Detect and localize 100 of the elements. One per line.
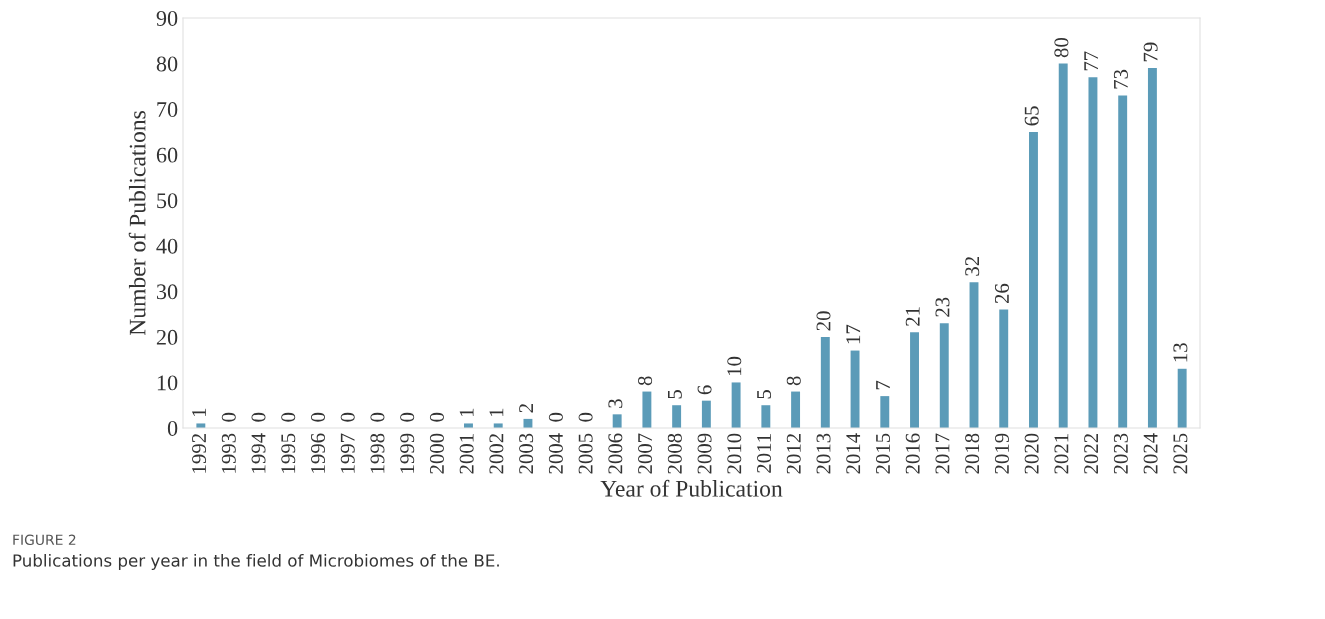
bar xyxy=(1088,77,1098,428)
data-label: 0 xyxy=(578,412,593,422)
data-label: 0 xyxy=(400,412,415,422)
x-tick-label: 2005 xyxy=(578,433,593,474)
bar xyxy=(1177,368,1187,428)
data-label: 0 xyxy=(310,412,325,422)
x-tick-label: 2001 xyxy=(459,434,474,474)
text: Publications per year in the field of Microbiomes of the BE. xyxy=(13,553,499,571)
bar xyxy=(880,396,890,428)
data-label: 21 xyxy=(905,307,920,326)
data-label: 20 xyxy=(816,311,831,331)
x-tick-label: 2021 xyxy=(1054,434,1069,474)
data-label: 8 xyxy=(638,376,653,386)
data-label: 79 xyxy=(1143,42,1158,62)
x-tick-label: 2017 xyxy=(935,433,950,474)
y-tick-label: 20 xyxy=(156,329,178,345)
data-label: 1 xyxy=(192,408,206,417)
bar xyxy=(701,400,711,428)
x-tick-label: 2024 xyxy=(1143,433,1158,474)
data-label: 3 xyxy=(608,399,623,408)
y-tick-label: 70 xyxy=(157,102,178,118)
x-tick-label: 1994 xyxy=(251,433,266,473)
y-tick-label: 0 xyxy=(167,420,178,436)
data-label: 0 xyxy=(370,412,385,422)
y-tick-label: 80 xyxy=(156,56,178,72)
x-tick-label: 1996 xyxy=(311,433,325,473)
data-label: 0 xyxy=(251,412,266,422)
data-label: 0 xyxy=(281,412,296,422)
x-tick-label: 1999 xyxy=(400,433,415,473)
data-label: 0 xyxy=(548,412,563,422)
data-label: 1 xyxy=(459,408,474,417)
y-tick-label: 30 xyxy=(156,284,178,300)
data-label: 5 xyxy=(757,390,772,399)
data-label: 1 xyxy=(489,408,504,417)
bar xyxy=(642,391,652,428)
y-tick-label: 10 xyxy=(157,375,178,391)
x-tick-label: 1995 xyxy=(281,433,296,473)
x-tick-label: 2014 xyxy=(846,433,861,474)
x-tick-label: 2022 xyxy=(1084,434,1099,474)
x-tick-label: 2010 xyxy=(727,433,742,474)
data-label: 77 xyxy=(1084,51,1098,71)
x-tick-label: 2013 xyxy=(816,433,831,474)
bar xyxy=(850,350,860,428)
data-label: 13 xyxy=(1173,343,1188,362)
x-tick-label: 2004 xyxy=(548,433,563,474)
x-tick-label: 2009 xyxy=(697,433,712,474)
x-tick-label: 2012 xyxy=(786,434,801,474)
data-label: 23 xyxy=(935,297,950,317)
x-tick-label: 2016 xyxy=(905,433,920,474)
x-tick-label: 2003 xyxy=(519,433,534,474)
x-tick-label: 1998 xyxy=(370,433,385,473)
caption: FIGURE 2 xyxy=(13,534,76,546)
x-tick-label: 2015 xyxy=(875,433,890,474)
y-tick-label: 60 xyxy=(156,147,178,163)
y-tick-label: 50 xyxy=(157,193,178,209)
x-tick-label: 1992 xyxy=(192,434,207,473)
data-label: 0 xyxy=(340,412,355,422)
x-tick-label: 1993 xyxy=(221,433,236,473)
x-tick-label: 2008 xyxy=(667,433,682,474)
x-tick-label: 2019 xyxy=(994,433,1009,474)
bar xyxy=(910,332,919,428)
x-tick-label: 2011 xyxy=(757,434,772,473)
x-tick-label: 2020 xyxy=(1024,433,1039,474)
bar xyxy=(761,405,771,428)
bar xyxy=(1058,63,1068,428)
x-tick-label: 2006 xyxy=(608,433,623,474)
bar xyxy=(1029,131,1038,428)
bar xyxy=(672,405,682,428)
data-label: 17 xyxy=(846,324,861,344)
x-tick-label: 1997 xyxy=(340,433,355,473)
bar xyxy=(820,336,830,428)
data-label: 10 xyxy=(727,356,742,376)
x-tick-label: 2025 xyxy=(1173,433,1188,474)
y-tick-label: 40 xyxy=(156,238,178,254)
y-axis-title: Number of Publications xyxy=(128,111,146,336)
bar xyxy=(939,323,949,428)
data-label: 65 xyxy=(1024,106,1039,126)
x-tick-label: 2018 xyxy=(965,433,980,474)
data-label: 32 xyxy=(965,256,980,276)
y-tick-label: 90 xyxy=(156,10,178,26)
bar xyxy=(1147,68,1157,428)
data-label: 0 xyxy=(429,412,444,422)
data-label: 73 xyxy=(1113,69,1128,89)
x-tick-label: 2000 xyxy=(429,433,444,474)
data-label: 5 xyxy=(668,390,682,399)
x-axis-title: Year of Publication xyxy=(600,479,783,497)
data-label: 0 xyxy=(221,412,236,422)
bar xyxy=(612,414,622,428)
data-label: 26 xyxy=(994,283,1009,304)
data-label: 8 xyxy=(786,376,801,386)
x-tick-label: 2007 xyxy=(638,433,653,474)
data-label: 80 xyxy=(1054,37,1069,58)
x-tick-label: 2023 xyxy=(1113,433,1128,474)
data-label: 7 xyxy=(876,380,890,390)
x-tick-label: 2002 xyxy=(489,434,504,474)
bar xyxy=(999,309,1009,428)
data-label: 6 xyxy=(697,385,712,395)
bar xyxy=(731,382,741,428)
bar xyxy=(791,391,801,428)
bar xyxy=(1118,95,1128,428)
